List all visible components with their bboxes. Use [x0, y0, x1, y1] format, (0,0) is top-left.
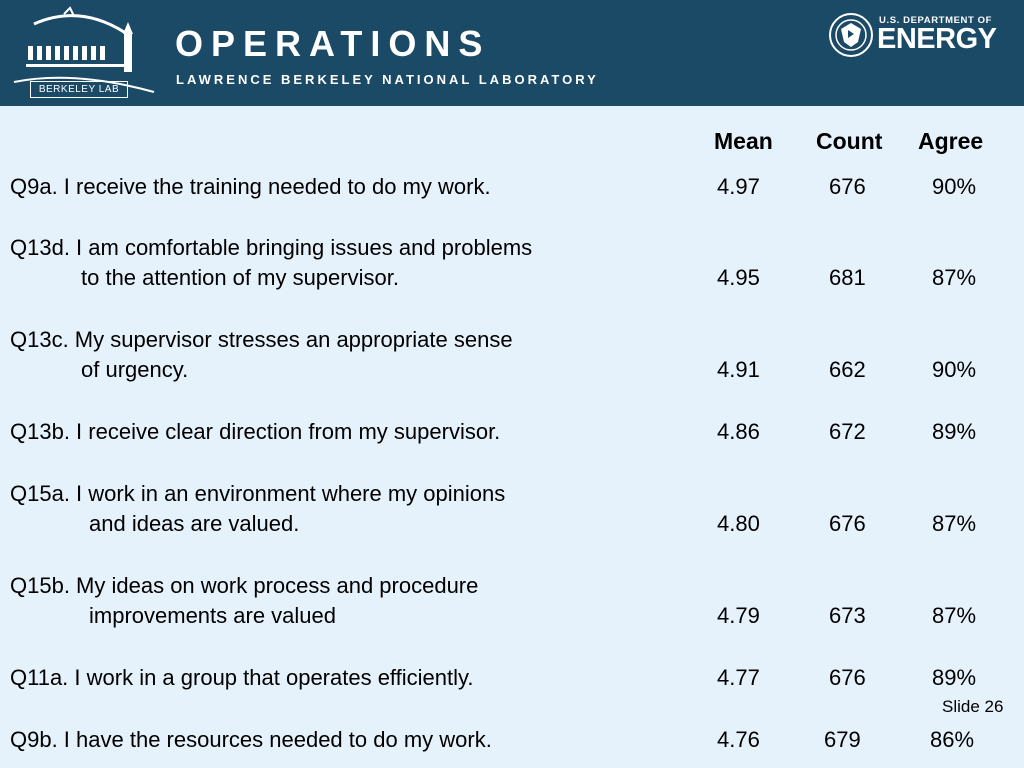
question-q9a: Q9a. I receive the training needed to do… — [10, 172, 491, 202]
page-title: OPERATIONS — [175, 23, 491, 64]
berkeley-lab-logo: BERKELEY LAB — [4, 4, 156, 102]
count-value: 676 — [829, 174, 866, 199]
question-q15a: Q15a. I work in an environment where my … — [10, 479, 505, 539]
agree-value: 90% — [932, 174, 977, 199]
mean-value: 4.97 — [717, 174, 760, 199]
question-q11a: Q11a. I work in a group that operates ef… — [10, 663, 473, 693]
doe-logo-line2: ENERGY — [877, 23, 997, 55]
count-value: 672 — [829, 419, 866, 444]
agree-value: 87% — [932, 603, 977, 628]
doe-logo: U.S. DEPARTMENT OF ENERGY — [828, 12, 1008, 60]
question-text-continued: improvements are valued — [89, 603, 337, 628]
agree-value: 89% — [932, 665, 977, 690]
question-text: Q13b. I receive clear direction from my … — [10, 419, 501, 444]
question-q13d: Q13d. I am comfortable bringing issues a… — [10, 233, 532, 293]
agree-value: 86% — [930, 727, 975, 752]
question-text: Q15a. I work in an environment where my … — [10, 481, 506, 506]
mean-value: 4.86 — [717, 419, 760, 444]
mean-value: 4.91 — [717, 357, 760, 382]
question-text: Q9b. I have the resources needed to do m… — [10, 727, 492, 752]
count-value: 676 — [829, 511, 866, 536]
mean-value: 4.80 — [717, 511, 760, 536]
question-text-continued: and ideas are valued. — [89, 511, 300, 536]
count-value: 676 — [829, 665, 866, 690]
count-value: 679 — [824, 727, 861, 752]
count-value: 681 — [829, 265, 866, 290]
question-q15b: Q15b. My ideas on work process and proce… — [10, 571, 478, 631]
question-text: Q9a. I receive the training needed to do… — [10, 174, 491, 199]
question-q13b: Q13b. I receive clear direction from my … — [10, 417, 500, 447]
doe-logo-line1: U.S. DEPARTMENT OF — [879, 15, 993, 26]
mean-value: 4.77 — [717, 665, 760, 690]
count-value: 673 — [829, 603, 866, 628]
mean-value: 4.76 — [717, 727, 760, 752]
mean-value: 4.95 — [717, 265, 760, 290]
question-text: Q11a. I work in a group that operates ef… — [10, 665, 474, 690]
column-header-mean: Mean — [714, 128, 773, 154]
agree-value: 90% — [932, 357, 977, 382]
agree-value: 89% — [932, 419, 977, 444]
column-header-count: Count — [816, 128, 883, 154]
question-text-continued: to the attention of my supervisor. — [81, 265, 399, 290]
berkeley-lab-logo-label: BERKELEY LAB — [30, 81, 128, 98]
mean-value: 4.79 — [717, 603, 760, 628]
count-value: 662 — [829, 357, 866, 382]
header-banner: BERKELEY LAB OPERATIONS LAWRENCE BERKELE… — [0, 0, 1024, 106]
berkeley-lab-logo-graphic — [13, 6, 155, 93]
doe-seal-icon — [829, 13, 873, 57]
page-subtitle: LAWRENCE BERKELEY NATIONAL LABORATORY — [176, 72, 599, 87]
agree-value: 87% — [932, 511, 977, 536]
slide-number: Slide 26 — [942, 697, 1004, 716]
question-text-continued: of urgency. — [81, 357, 189, 382]
agree-value: 87% — [932, 265, 977, 290]
question-text: Q13d. I am comfortable bringing issues a… — [10, 235, 533, 260]
question-q13c: Q13c. My supervisor stresses an appropri… — [10, 325, 513, 385]
question-q9b: Q9b. I have the resources needed to do m… — [10, 725, 492, 755]
question-text: Q13c. My supervisor stresses an appropri… — [10, 327, 513, 352]
column-header-agree: Agree — [918, 128, 984, 154]
question-text: Q15b. My ideas on work process and proce… — [10, 573, 479, 598]
